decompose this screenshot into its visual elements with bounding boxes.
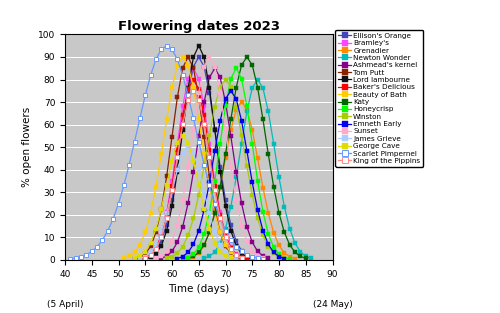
X-axis label: Time (days): Time (days) (168, 284, 230, 294)
Legend: Ellison's Orange, Bramley's, Grenadier, Newton Wonder, Ashmead's kernel, Tom Put: Ellison's Orange, Bramley's, Grenadier, … (335, 30, 423, 167)
Title: Flowering dates 2023: Flowering dates 2023 (118, 20, 280, 33)
Y-axis label: % open flowers: % open flowers (22, 107, 32, 187)
Text: (5 April): (5 April) (47, 300, 83, 309)
Text: (24 May): (24 May) (312, 300, 352, 309)
